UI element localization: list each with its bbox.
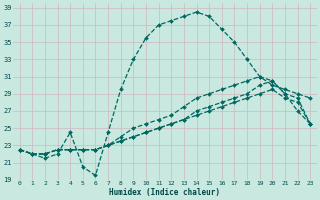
- X-axis label: Humidex (Indice chaleur): Humidex (Indice chaleur): [109, 188, 220, 197]
